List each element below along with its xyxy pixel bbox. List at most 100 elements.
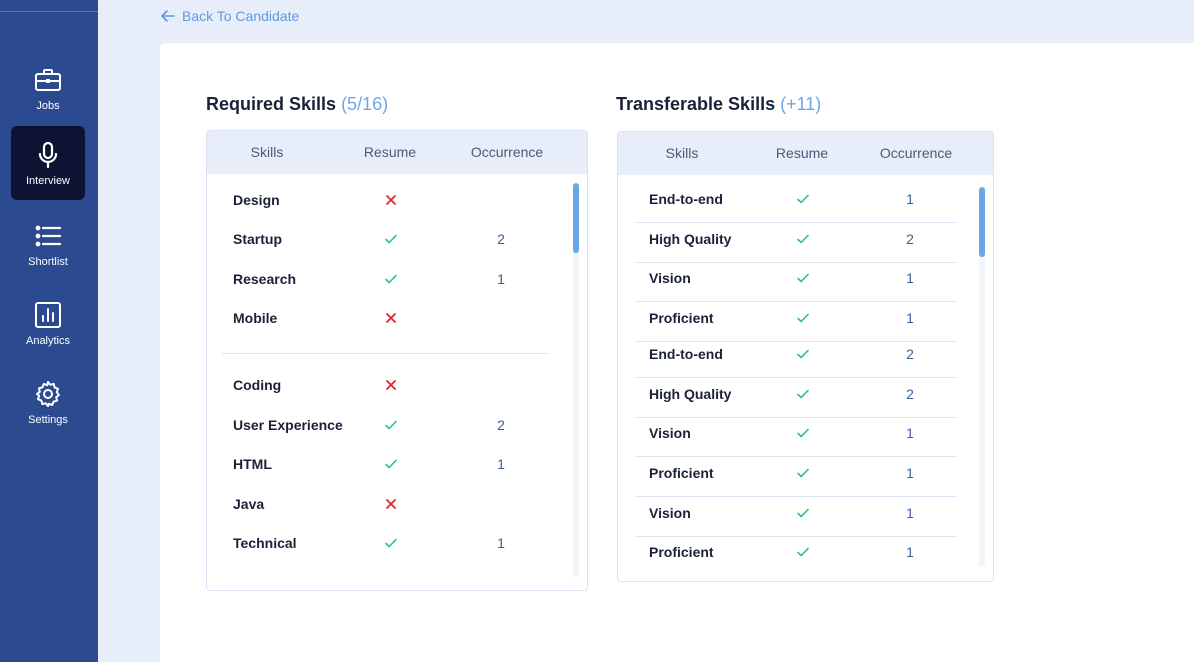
required-skills-count: (5/16)	[341, 94, 389, 114]
table-row: User Experience 2	[207, 406, 567, 444]
sidebar-item-label: Shortlist	[28, 255, 68, 268]
skill-name: Mobile	[233, 310, 278, 326]
occurrence-value: 1	[906, 505, 914, 521]
table-row: Proficient 1	[618, 533, 973, 571]
occurrence-value: 2	[906, 231, 914, 247]
occurrence-value: 2	[497, 231, 505, 247]
list-icon	[35, 225, 62, 246]
table-row: Research 1	[207, 260, 567, 298]
row-divider	[635, 536, 957, 537]
arrow-left-icon	[161, 10, 175, 22]
skill-name: Research	[233, 271, 297, 287]
table-row: Vision 1	[618, 414, 973, 452]
check-icon	[796, 271, 810, 285]
skill-name: Startup	[233, 231, 282, 247]
table-row: Design	[207, 181, 567, 219]
table-row: Technical 1	[207, 524, 567, 562]
occurrence-value: 1	[906, 310, 914, 326]
required-skills-label: Required Skills	[206, 94, 337, 114]
check-icon	[384, 232, 398, 246]
scrollbar-track[interactable]	[573, 183, 579, 577]
check-icon	[384, 418, 398, 432]
table-row: Vision 1	[618, 259, 973, 297]
sidebar-item-interview[interactable]: Interview	[11, 126, 85, 200]
skill-name: Java	[233, 496, 265, 512]
microphone-icon	[38, 141, 58, 168]
occurrence-value	[491, 485, 511, 523]
cross-icon	[384, 311, 398, 325]
row-divider	[635, 377, 957, 378]
occurrence-value: 2	[906, 386, 914, 402]
scrollbar-thumb[interactable]	[979, 187, 985, 257]
check-icon	[384, 272, 398, 286]
occurrence-value: 1	[906, 544, 914, 560]
back-link-label: Back To Candidate	[182, 8, 300, 24]
table-row: End-to-end 2	[618, 335, 973, 373]
sidebar-item-settings[interactable]: Settings	[11, 365, 85, 439]
table-header: Skills Resume Occurrence	[207, 131, 587, 174]
occurrence-value: 1	[906, 465, 914, 481]
back-to-candidate-link[interactable]: Back To Candidate	[160, 8, 299, 24]
row-divider	[635, 341, 957, 342]
sidebar-divider	[0, 11, 98, 12]
cross-icon	[384, 193, 398, 207]
row-divider	[635, 417, 957, 418]
skill-name: Proficient	[649, 544, 714, 560]
occurrence-value	[491, 299, 511, 337]
table-row: Proficient 1	[618, 299, 973, 337]
skill-name: High Quality	[649, 231, 732, 247]
transferable-skills-title: Transferable Skills (+11)	[616, 94, 821, 115]
check-icon	[384, 536, 398, 550]
skill-name: Proficient	[649, 310, 714, 326]
group-divider	[222, 353, 549, 354]
transferable-skills-table: Skills Resume Occurrence End-to-end 1 High…	[617, 131, 994, 582]
skill-name: High Quality	[649, 386, 732, 402]
table-row: Coding	[207, 366, 567, 404]
table-row: Startup 2	[207, 220, 567, 258]
table-row: High Quality 2	[618, 375, 973, 413]
skill-name: Vision	[649, 425, 691, 441]
occurrence-value: 1	[906, 425, 914, 441]
check-icon	[796, 311, 810, 325]
cross-icon	[384, 378, 398, 392]
occurrence-value: 1	[497, 271, 505, 287]
cross-icon	[384, 497, 398, 511]
skill-name: Design	[233, 192, 280, 208]
occurrence-value: 2	[906, 346, 914, 362]
column-header-skills: Skills	[665, 145, 699, 161]
column-header-resume: Resume	[363, 144, 417, 160]
check-icon	[796, 426, 810, 440]
check-icon	[796, 506, 810, 520]
occurrence-value	[491, 181, 511, 219]
table-row: Vision 1	[618, 494, 973, 532]
column-header-occurrence: Occurrence	[879, 145, 953, 161]
occurrence-value: 1	[497, 456, 505, 472]
briefcase-icon	[35, 68, 61, 91]
skill-name: HTML	[233, 456, 272, 472]
check-icon	[384, 457, 398, 471]
gear-icon	[36, 380, 60, 407]
table-header: Skills Resume Occurrence	[618, 132, 993, 175]
skill-name: Coding	[233, 377, 282, 393]
scrollbar-track[interactable]	[979, 187, 985, 567]
scrollbar-thumb[interactable]	[573, 183, 579, 253]
table-row: High Quality 2	[618, 220, 973, 258]
sidebar-item-jobs[interactable]: Jobs	[11, 51, 85, 125]
check-icon	[796, 545, 810, 559]
sidebar-item-label: Jobs	[36, 99, 60, 112]
sidebar: Jobs Interview Shortlist Analytics Sett	[0, 0, 98, 662]
sidebar-item-shortlist[interactable]: Shortlist	[11, 207, 85, 281]
sidebar-item-label: Analytics	[25, 334, 71, 347]
sidebar-item-analytics[interactable]: Analytics	[11, 286, 85, 360]
table-row: End-to-end 1	[618, 180, 973, 218]
occurrence-value: 1	[906, 191, 914, 207]
skills-card: Required Skills (5/16) Transferable Skil…	[160, 43, 1194, 662]
skill-name: Vision	[649, 505, 691, 521]
table-row: Proficient 1	[618, 454, 973, 492]
check-icon	[796, 192, 810, 206]
check-icon	[796, 387, 810, 401]
check-icon	[796, 466, 810, 480]
bar-chart-icon	[35, 301, 61, 328]
table-row: Java	[207, 485, 567, 523]
table-row: Mobile	[207, 299, 567, 337]
